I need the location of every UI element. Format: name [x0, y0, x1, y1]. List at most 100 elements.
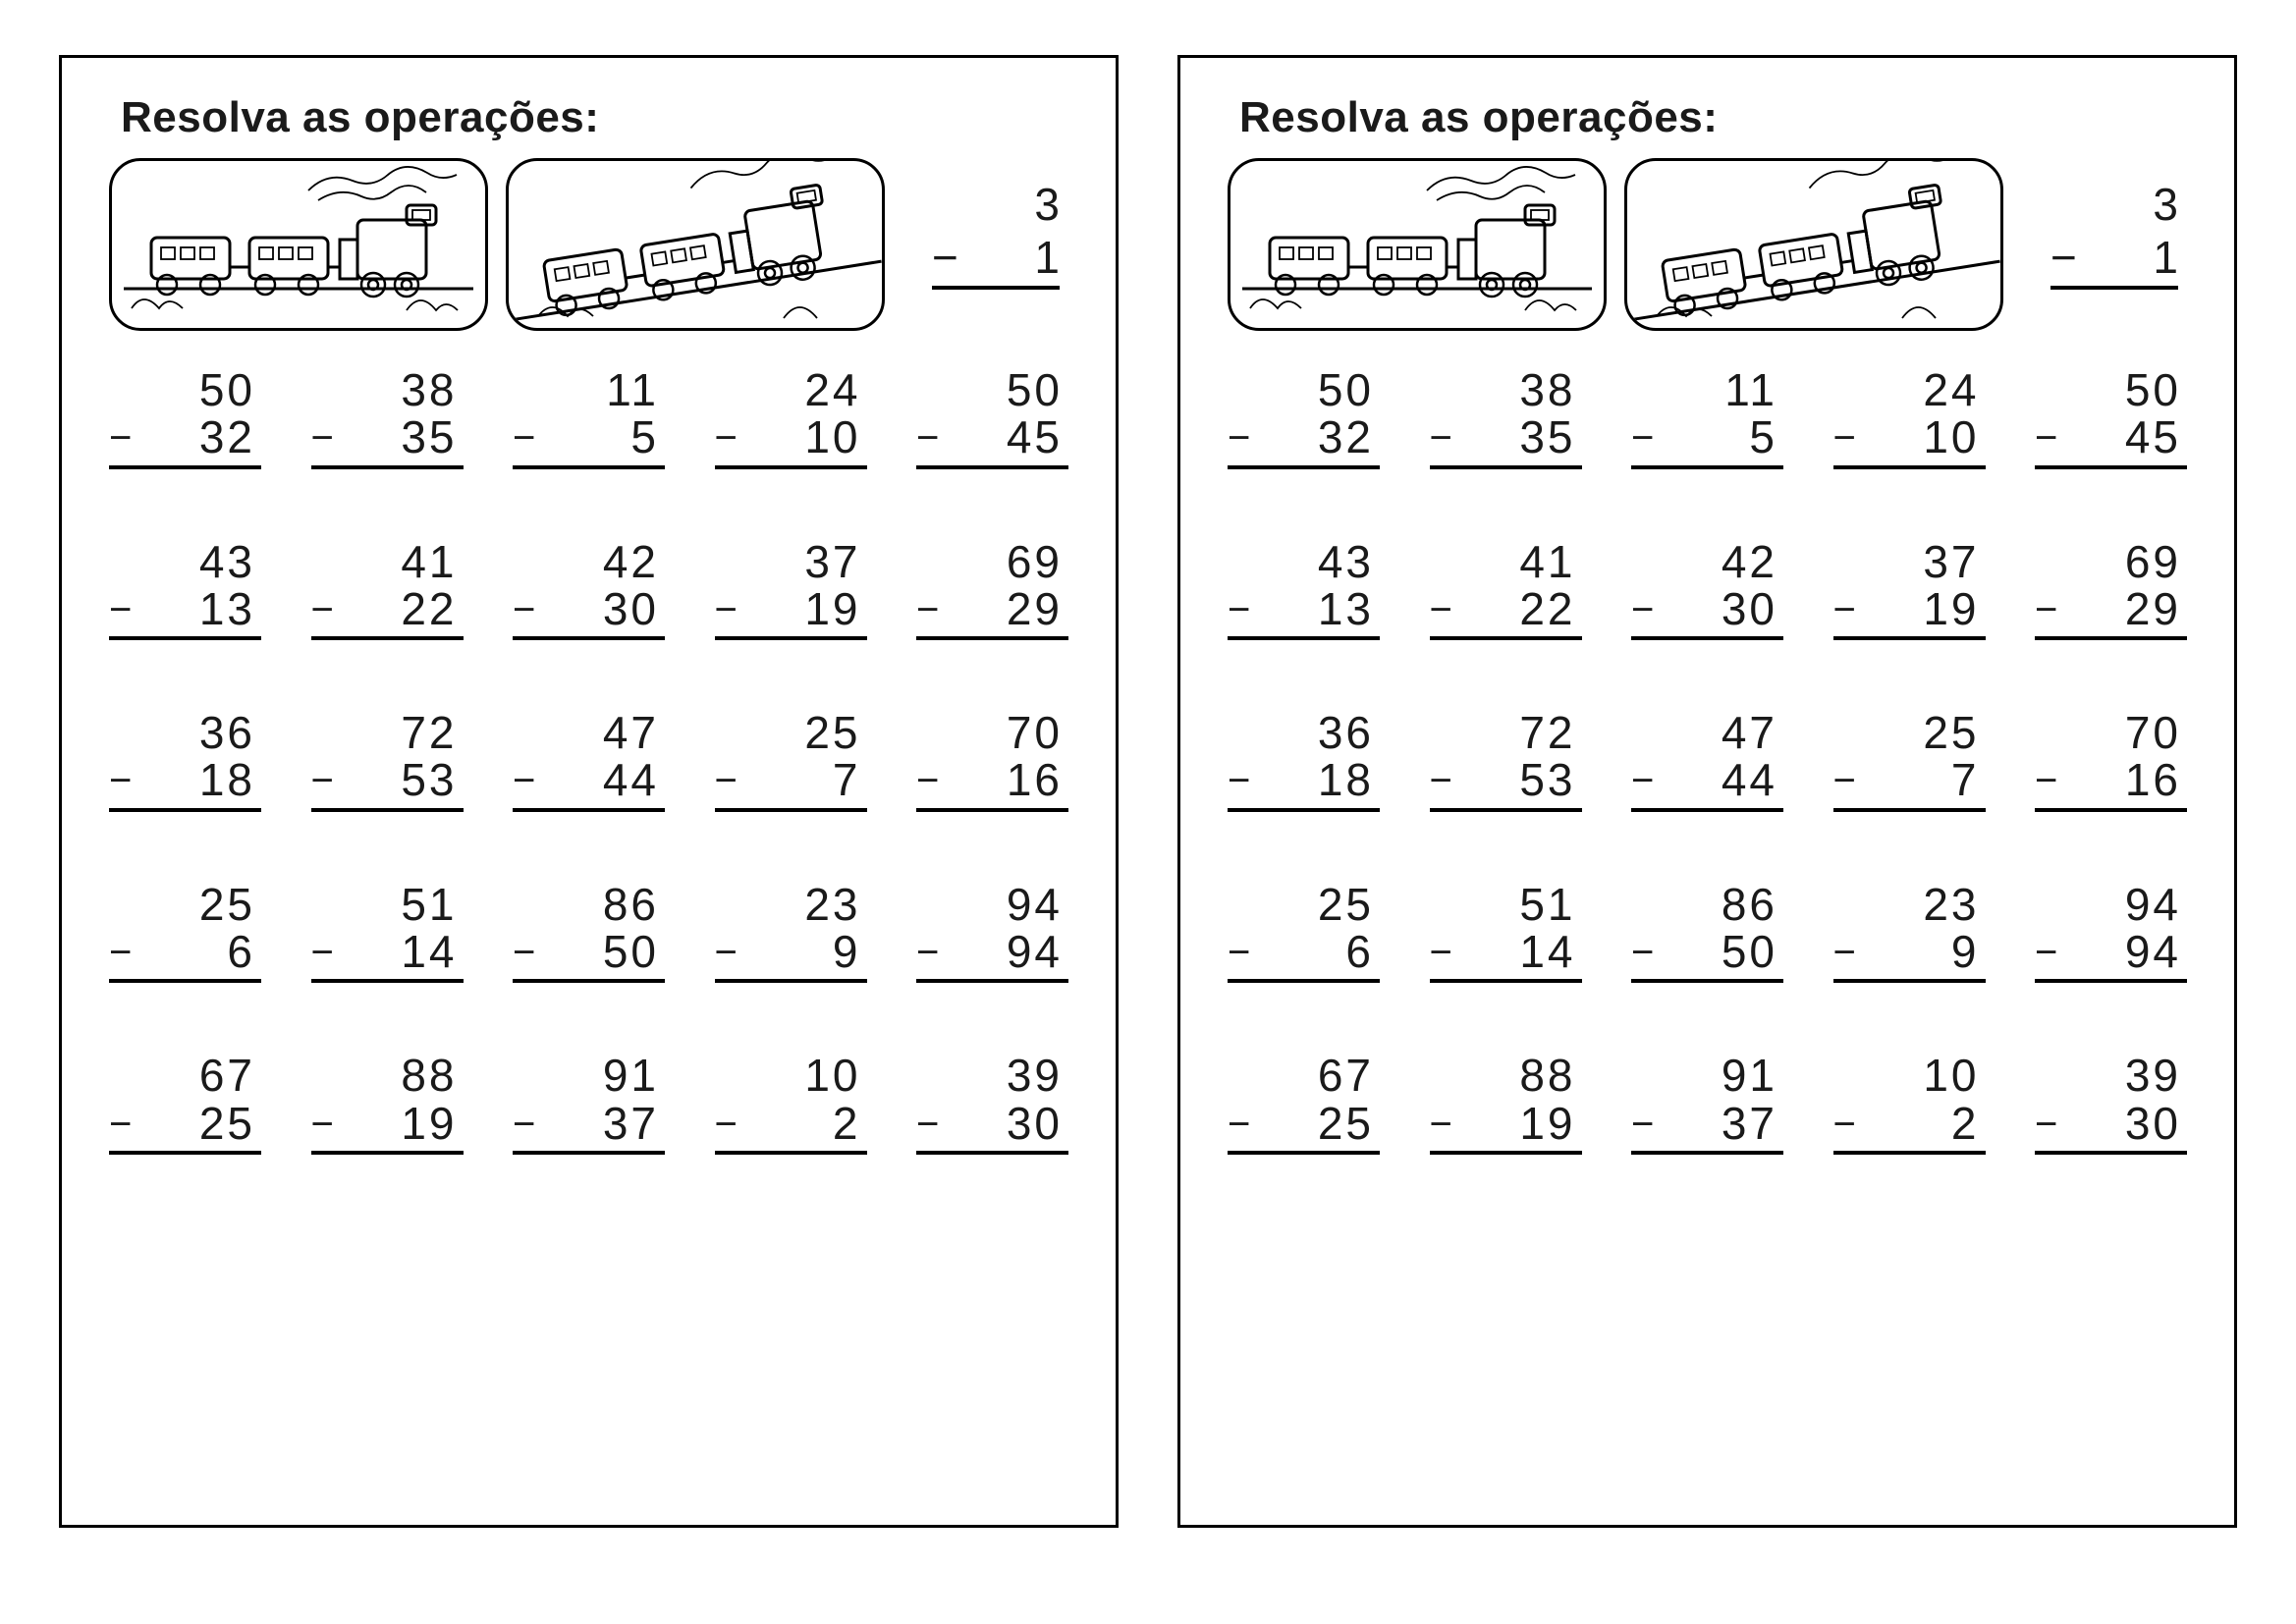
problem-row: 43−1341−2242−3037−1969−29: [1228, 538, 2187, 641]
subtrahend-line: −30: [2035, 1100, 2187, 1155]
subtrahend-line: −16: [2035, 756, 2187, 811]
minuend: 25: [109, 881, 261, 928]
subtrahend: 53: [1519, 754, 1575, 805]
subtrahend: 10: [1923, 411, 1979, 462]
minuend: 36: [109, 709, 261, 756]
subtrahend-line: − 25: [1228, 1100, 1380, 1155]
minus-sign-icon: −: [1228, 760, 1253, 801]
problem-row: 67−2588−1991−3710−239−30: [1228, 1052, 2187, 1155]
subtrahend-line: −32: [109, 413, 261, 468]
subtraction-problem: 69−29: [916, 538, 1068, 641]
subtraction-problem: 25− 6: [1228, 881, 1380, 984]
subtrahend-line: −94: [916, 928, 1068, 983]
minus-sign-icon: −: [916, 760, 942, 801]
subtrahend: 25: [1318, 1098, 1374, 1149]
minus-sign-icon: −: [715, 932, 740, 973]
subtraction-problem: 94−94: [916, 881, 1068, 984]
subtrahend: 30: [1007, 1098, 1063, 1149]
subtrahend-line: −45: [2035, 413, 2187, 468]
subtrahend-line: −2: [715, 1100, 867, 1155]
minus-sign-icon: −: [1228, 1104, 1253, 1145]
subtrahend: 45: [1007, 411, 1063, 462]
minuend: 86: [1631, 881, 1783, 928]
subtraction-problem: 86−50: [1631, 881, 1783, 984]
minuend: 50: [916, 366, 1068, 413]
subtrahend: 6: [1345, 926, 1374, 977]
minuend: 10: [1833, 1052, 1986, 1099]
subtrahend-line: −32: [1228, 413, 1380, 468]
example-problem: 3−1: [932, 178, 1060, 290]
header-row: 3−1: [109, 158, 1068, 331]
subtraction-problem: 72−53: [311, 709, 464, 812]
subtrahend: 22: [1519, 583, 1575, 634]
minus-sign-icon: −: [2035, 932, 2060, 973]
minuend: 43: [1228, 538, 1380, 585]
subtrahend-line: − 16: [916, 756, 1068, 811]
minus-sign-icon: −: [1631, 417, 1657, 459]
subtrahend-line: −6: [109, 928, 261, 983]
minus-sign-icon: −: [2035, 760, 2060, 801]
subtraction-problem: 25−6: [109, 881, 261, 984]
minuend: 51: [1430, 881, 1582, 928]
minuend: 72: [1430, 709, 1582, 756]
example-minuend: 3: [2050, 178, 2178, 231]
subtraction-problem: 47−44: [513, 709, 665, 812]
minuend: 42: [513, 538, 665, 585]
subtraction-problem: 70−16: [2035, 709, 2187, 812]
subtraction-problem: 24−10: [715, 366, 867, 469]
minuend: 38: [1430, 366, 1582, 413]
problem-row: 50−3238−3511−524−1050−45: [109, 366, 1068, 469]
subtraction-problem: 43−13: [1228, 538, 1380, 641]
subtrahend: 37: [603, 1098, 659, 1149]
minus-sign-icon: −: [1430, 932, 1455, 973]
subtrahend: 16: [1007, 754, 1063, 805]
minus-sign-icon: −: [1430, 1104, 1455, 1145]
worksheet-panel-left: Resolva as operações:: [59, 55, 1119, 1528]
minus-sign-icon: −: [1833, 1104, 1859, 1145]
train-illustration-uphill: [506, 158, 885, 331]
minus-sign-icon: −: [1833, 589, 1859, 630]
minuend: 72: [311, 709, 464, 756]
problem-grid: 50−3238−3511−524−1050−4543−1341−2242−303…: [1228, 366, 2187, 1155]
example-subtrahend: 1: [2153, 232, 2178, 283]
subtrahend: 7: [833, 754, 861, 805]
subtraction-problem: 11−5: [513, 366, 665, 469]
minuend: 23: [715, 881, 867, 928]
subtraction-problem: 72−53: [1430, 709, 1582, 812]
minus-sign-icon: −: [1228, 932, 1253, 973]
subtraction-problem: 39−30: [916, 1052, 1068, 1155]
subtrahend: 5: [1749, 411, 1777, 462]
problem-row: 43−1341−2242−3037−1969−29: [109, 538, 1068, 641]
subtrahend-line: −2: [1833, 1100, 1986, 1155]
minus-sign-icon: −: [1631, 589, 1657, 630]
minus-sign-icon: −: [513, 760, 538, 801]
minus-sign-icon: −: [311, 1104, 337, 1145]
minuend: 69: [2035, 538, 2187, 585]
subtraction-problem: 38−35: [1430, 366, 1582, 469]
subtrahend-line: −53: [311, 756, 464, 811]
minuend: 41: [1430, 538, 1582, 585]
minuend: 67: [1228, 1052, 1380, 1099]
subtrahend: 30: [603, 583, 659, 634]
subtrahend: 94: [2125, 926, 2181, 977]
minus-sign-icon: −: [513, 1104, 538, 1145]
minuend: 24: [715, 366, 867, 413]
subtrahend: 94: [1007, 926, 1063, 977]
subtrahend: 14: [401, 926, 457, 977]
minuend: 25: [1228, 881, 1380, 928]
minuend: 88: [1430, 1052, 1582, 1099]
minuend: 41: [311, 538, 464, 585]
minuend: 91: [513, 1052, 665, 1099]
minus-sign-icon: −: [1430, 417, 1455, 459]
subtraction-problem: 69−29: [2035, 538, 2187, 641]
subtrahend: 44: [1722, 754, 1777, 805]
subtrahend-line: −19: [311, 1100, 464, 1155]
subtrahend-line: −45: [916, 413, 1068, 468]
subtrahend: 35: [401, 411, 457, 462]
subtrahend: 30: [2125, 1098, 2181, 1149]
minus-sign-icon: −: [715, 1104, 740, 1145]
minus-sign-icon: −: [109, 589, 135, 630]
subtrahend-line: −30: [1631, 585, 1783, 640]
minus-sign-icon: −: [1228, 417, 1253, 459]
worksheet-title: Resolva as operações:: [121, 93, 1068, 142]
